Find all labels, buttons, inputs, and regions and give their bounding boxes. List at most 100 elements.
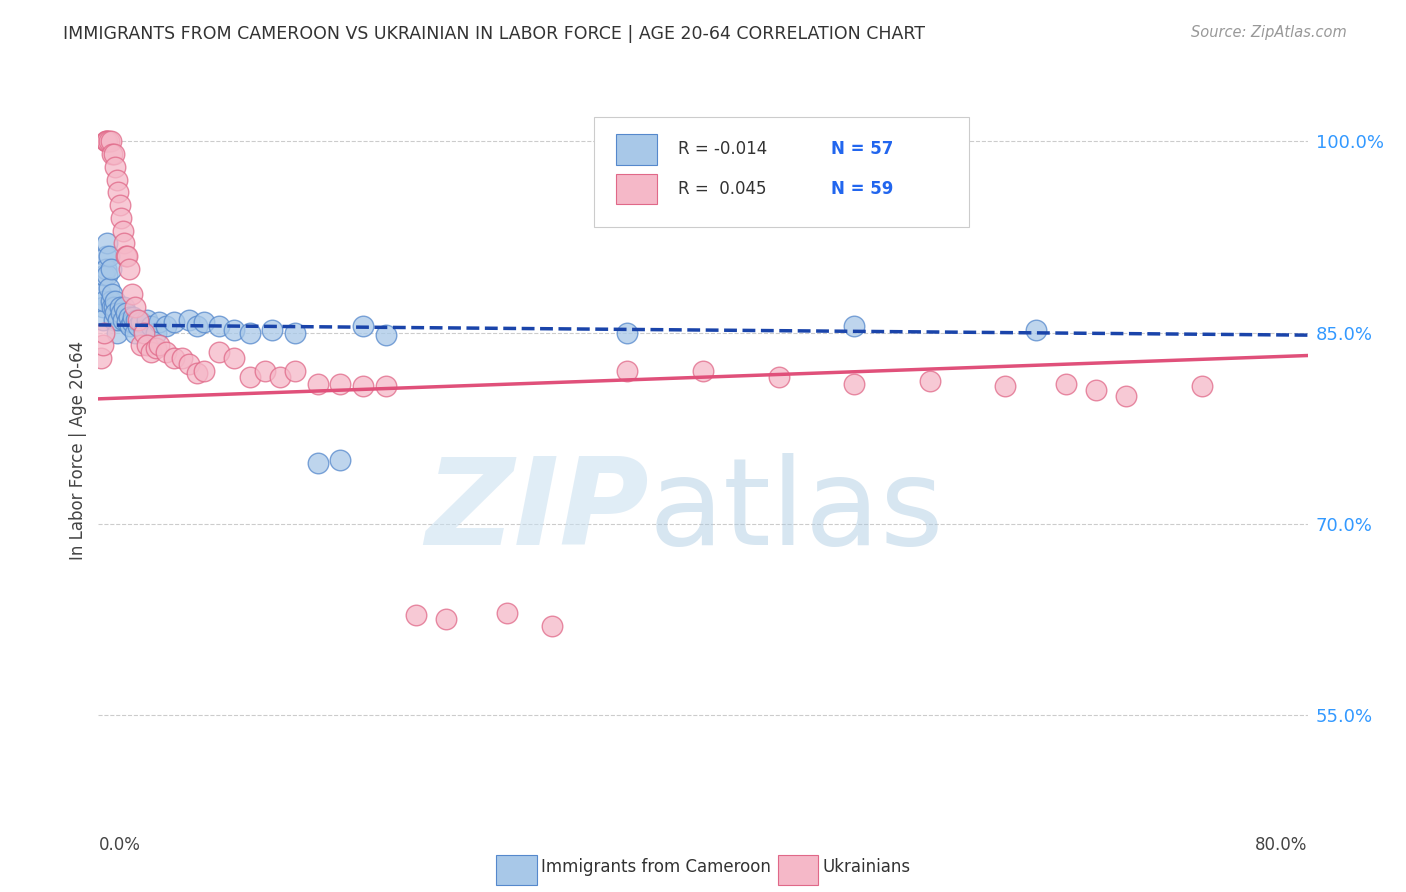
Point	[127, 313, 149, 327]
Point	[374, 328, 396, 343]
Point	[994, 379, 1017, 393]
Point	[103, 147, 125, 161]
Point	[96, 268, 118, 283]
Point	[112, 236, 135, 251]
Point	[844, 319, 866, 334]
Point	[110, 306, 132, 320]
Point	[352, 319, 374, 334]
Point	[100, 135, 122, 149]
Point	[98, 281, 121, 295]
Point	[120, 319, 142, 334]
Point	[115, 315, 138, 329]
Point	[148, 315, 170, 329]
Point	[155, 344, 177, 359]
Point	[141, 344, 163, 359]
Point	[132, 326, 155, 340]
Point	[94, 261, 117, 276]
Point	[918, 374, 941, 388]
Point	[111, 313, 134, 327]
Point	[208, 344, 231, 359]
Point	[105, 172, 128, 186]
Point	[91, 338, 114, 352]
Y-axis label: In Labor Force | Age 20-64: In Labor Force | Age 20-64	[69, 341, 87, 560]
Point	[193, 315, 215, 329]
Point	[94, 249, 117, 263]
Point	[253, 364, 276, 378]
Point	[110, 211, 132, 225]
Point	[104, 293, 127, 308]
Point	[121, 315, 143, 329]
Point	[118, 310, 141, 325]
Text: Immigrants from Cameroon: Immigrants from Cameroon	[541, 858, 770, 876]
Text: N = 59: N = 59	[831, 180, 894, 198]
Point	[284, 364, 307, 378]
Point	[91, 300, 114, 314]
Point	[844, 376, 866, 391]
Point	[122, 310, 145, 325]
Point	[1191, 379, 1213, 393]
Point	[107, 313, 129, 327]
Point	[114, 249, 136, 263]
Text: R =  0.045: R = 0.045	[678, 180, 766, 198]
Text: IMMIGRANTS FROM CAMEROON VS UKRAINIAN IN LABOR FORCE | AGE 20-64 CORRELATION CHA: IMMIGRANTS FROM CAMEROON VS UKRAINIAN IN…	[63, 25, 925, 43]
Point	[540, 618, 562, 632]
Point	[692, 364, 714, 378]
Point	[96, 135, 118, 149]
Point	[768, 370, 790, 384]
Point	[121, 287, 143, 301]
Point	[127, 319, 149, 334]
Point	[155, 319, 177, 334]
Text: Source: ZipAtlas.com: Source: ZipAtlas.com	[1191, 25, 1347, 40]
Point	[118, 261, 141, 276]
Point	[104, 160, 127, 174]
Point	[90, 351, 112, 365]
Point	[239, 326, 262, 340]
Point	[98, 249, 121, 263]
Point	[163, 315, 186, 329]
Point	[1024, 323, 1046, 337]
FancyBboxPatch shape	[616, 174, 657, 204]
Point	[93, 293, 115, 308]
Point	[284, 326, 307, 340]
Point	[135, 338, 157, 352]
Point	[179, 313, 201, 327]
Point	[135, 313, 157, 327]
Point	[124, 300, 146, 314]
Point	[103, 313, 125, 327]
Point	[114, 306, 136, 320]
Point	[179, 358, 201, 372]
Text: 80.0%: 80.0%	[1256, 836, 1308, 854]
Point	[434, 612, 457, 626]
Point	[96, 236, 118, 251]
FancyBboxPatch shape	[595, 117, 969, 227]
Point	[1085, 383, 1108, 397]
Point	[108, 300, 131, 314]
Point	[101, 300, 124, 314]
Point	[91, 313, 114, 327]
Point	[100, 261, 122, 276]
Text: Ukrainians: Ukrainians	[823, 858, 911, 876]
Point	[329, 376, 352, 391]
Point	[352, 379, 374, 393]
Point	[105, 326, 128, 340]
Point	[329, 453, 352, 467]
Point	[148, 338, 170, 352]
Point	[129, 338, 152, 352]
Point	[125, 313, 148, 327]
Point	[108, 198, 131, 212]
Text: ZIP: ZIP	[425, 452, 648, 570]
Point	[145, 341, 167, 355]
Point	[112, 300, 135, 314]
Point	[616, 326, 638, 340]
Point	[141, 319, 163, 334]
Point	[101, 147, 124, 161]
Point	[145, 326, 167, 340]
Point	[94, 135, 117, 149]
Point	[262, 323, 284, 337]
Point	[374, 379, 396, 393]
Point	[111, 224, 134, 238]
Point	[186, 367, 208, 381]
Text: 0.0%: 0.0%	[98, 836, 141, 854]
Point	[1115, 389, 1137, 403]
Text: R = -0.014: R = -0.014	[678, 140, 766, 159]
